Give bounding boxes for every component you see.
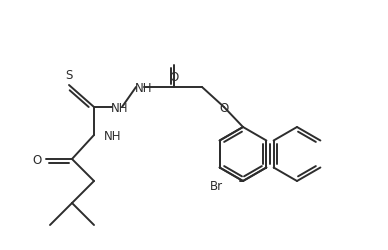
Text: NH: NH [104, 129, 121, 142]
Text: NH: NH [135, 81, 153, 94]
Text: O: O [33, 153, 42, 166]
Text: S: S [65, 69, 73, 82]
Text: NH: NH [111, 101, 129, 114]
Text: O: O [219, 101, 229, 114]
Text: Br: Br [210, 179, 223, 192]
Text: O: O [170, 71, 178, 84]
